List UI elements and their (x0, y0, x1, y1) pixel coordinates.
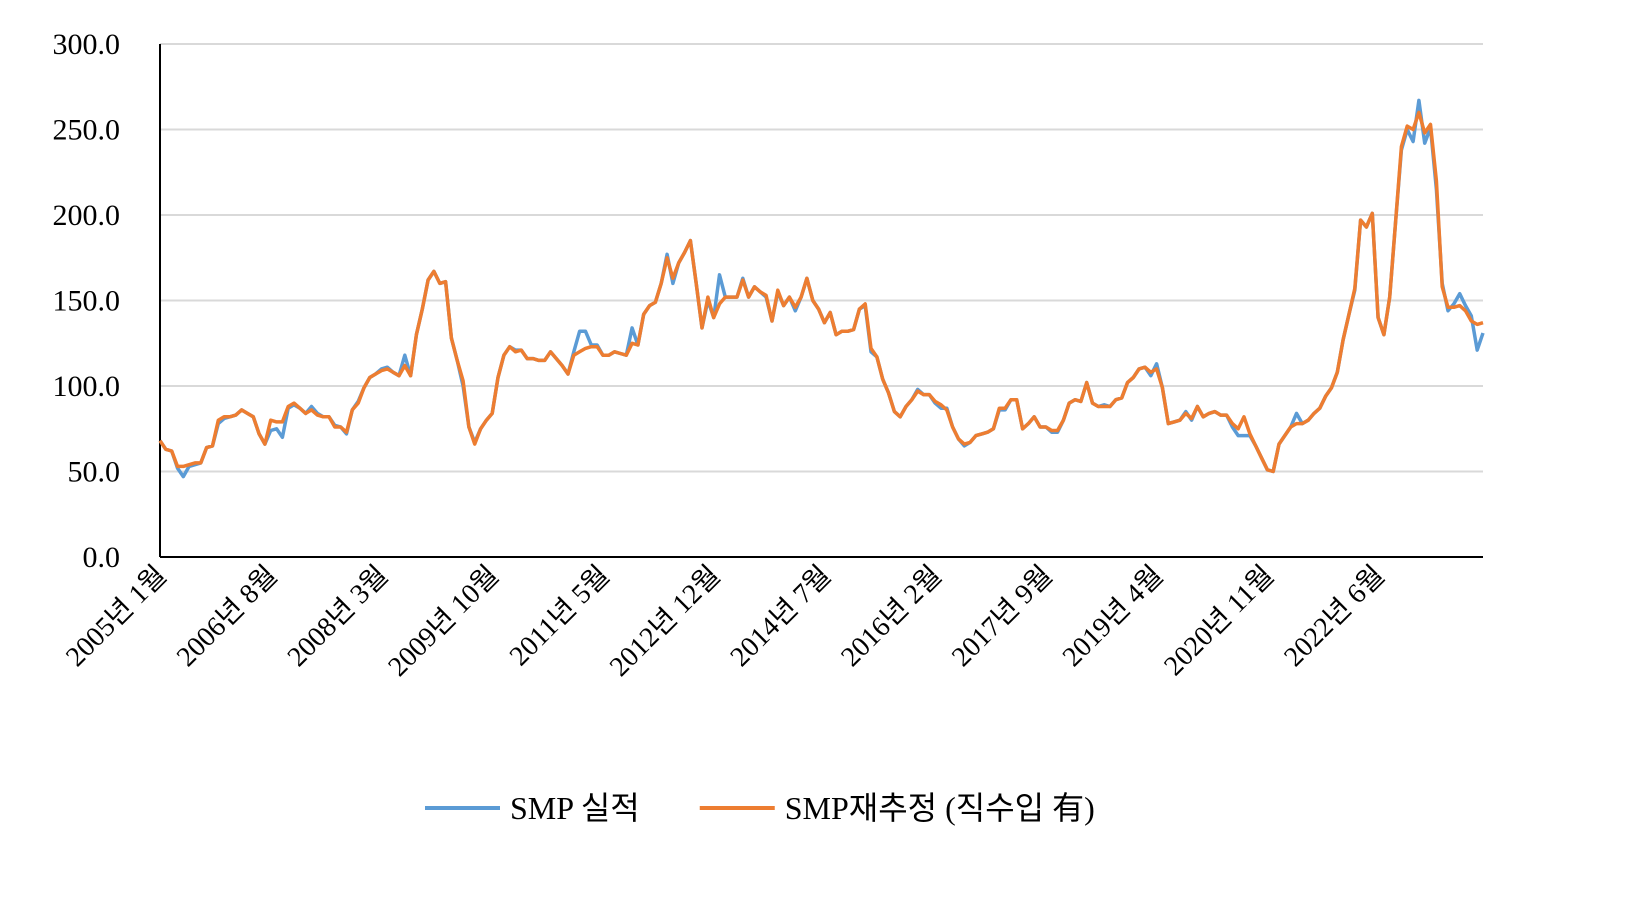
x-tick-label: 2005년 1월 (59, 559, 173, 673)
x-tick-label: 2019년 4월 (1056, 559, 1170, 673)
y-tick-label: 100.0 (53, 370, 121, 403)
y-tick-label: 150.0 (53, 285, 121, 318)
y-tick-label: 0.0 (83, 541, 121, 574)
x-tick-label: 2009년 10월 (382, 559, 505, 682)
legend-label: SMP재추정 (직수입 有) (785, 790, 1095, 826)
x-tick-label: 2016년 2월 (835, 559, 949, 673)
legend-label: SMP 실적 (510, 790, 640, 826)
y-tick-label: 200.0 (53, 199, 121, 232)
y-tick-label: 300.0 (53, 28, 121, 61)
series-line (158, 110, 1484, 474)
x-tick-label: 2022년 6월 (1278, 559, 1392, 673)
x-tick-label: 2017년 9월 (945, 559, 1059, 673)
x-tick-label: 2012년 12월 (603, 559, 726, 682)
x-tick-label: 2020년 11월 (1158, 559, 1281, 682)
x-tick-label: 2006년 8월 (170, 559, 284, 673)
x-tick-label: 2011년 5월 (503, 559, 616, 672)
x-tick-label: 2008년 3월 (281, 559, 395, 673)
x-tick-label: 2014년 7월 (724, 559, 838, 673)
y-tick-label: 250.0 (53, 114, 121, 147)
y-tick-label: 50.0 (68, 456, 121, 489)
series-line (158, 98, 1485, 479)
